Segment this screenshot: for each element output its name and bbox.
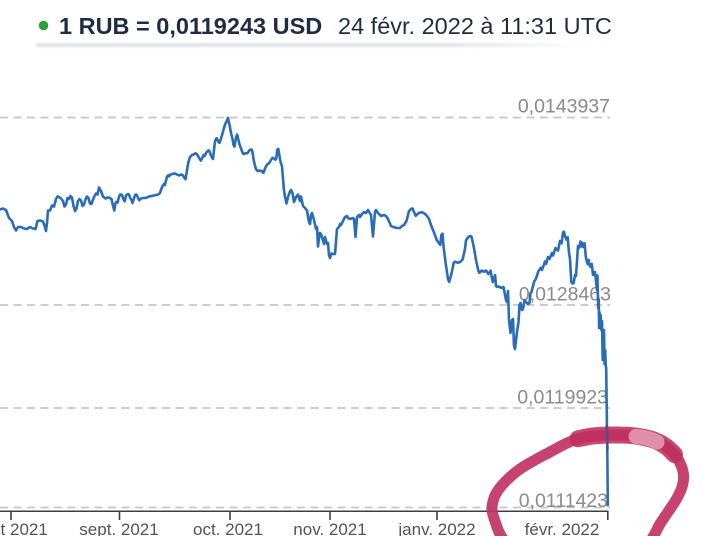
svg-text:24 févr. 2022 à 11:31 UTC: 24 févr. 2022 à 11:31 UTC [338, 13, 612, 39]
svg-text:0,0119923: 0,0119923 [517, 387, 608, 409]
svg-text:août 2021: août 2021 [0, 520, 48, 536]
svg-text:1 RUB = 0,0119243 USD: 1 RUB = 0,0119243 USD [59, 13, 322, 39]
svg-text:janv. 2022: janv. 2022 [397, 520, 475, 536]
svg-text:nov. 2021: nov. 2021 [293, 520, 366, 536]
svg-text:0,0143937: 0,0143937 [518, 96, 610, 118]
svg-text:févr. 2022: févr. 2022 [525, 520, 600, 536]
svg-text:0,0128463: 0,0128463 [519, 284, 611, 306]
svg-text:oct. 2021: oct. 2021 [193, 520, 263, 536]
svg-text:0,0111423: 0,0111423 [519, 490, 608, 512]
svg-text:sept. 2021: sept. 2021 [79, 520, 158, 536]
